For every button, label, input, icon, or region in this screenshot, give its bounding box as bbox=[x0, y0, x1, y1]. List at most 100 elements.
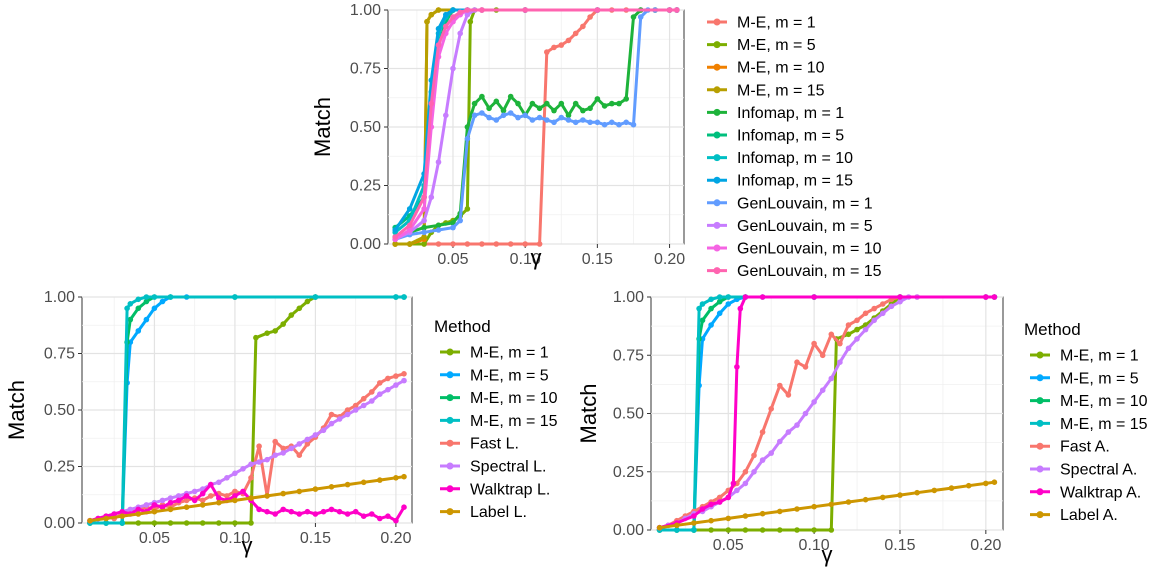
x-axis-title: γ bbox=[822, 542, 833, 567]
x-tick-label: 0.10 bbox=[510, 251, 541, 268]
data-point bbox=[393, 475, 399, 481]
legend-item: Spectral L. bbox=[440, 459, 546, 476]
data-point bbox=[272, 438, 279, 445]
data-point bbox=[500, 107, 507, 114]
data-point bbox=[272, 511, 279, 517]
data-point bbox=[493, 117, 500, 123]
y-tick-label: 1.00 bbox=[350, 2, 381, 19]
data-point bbox=[785, 392, 792, 398]
legend-item: M-E, m = 15 bbox=[1030, 416, 1148, 433]
data-point bbox=[674, 527, 680, 533]
data-point bbox=[630, 121, 637, 128]
y-tick-label: 0.50 bbox=[613, 406, 644, 423]
legend-item: M-E, m = 10 bbox=[707, 60, 825, 77]
data-point bbox=[159, 504, 166, 511]
data-point bbox=[401, 294, 407, 300]
data-point bbox=[393, 382, 399, 388]
data-point bbox=[151, 294, 158, 300]
data-point bbox=[143, 316, 150, 323]
data-point bbox=[616, 121, 622, 128]
legend-item: Infomap, m = 15 bbox=[707, 173, 853, 190]
data-point bbox=[464, 206, 471, 212]
data-point bbox=[401, 504, 407, 511]
legend-label: Walktrap A. bbox=[1060, 484, 1141, 501]
data-point bbox=[572, 119, 579, 126]
legend-label: Infomap, m = 15 bbox=[737, 173, 853, 190]
data-point bbox=[443, 23, 449, 30]
data-point bbox=[888, 303, 895, 310]
legend-key-point bbox=[713, 131, 721, 139]
data-point bbox=[377, 515, 383, 522]
data-point bbox=[802, 364, 809, 370]
data-point bbox=[135, 328, 142, 334]
data-point bbox=[151, 502, 158, 508]
data-point bbox=[965, 482, 972, 489]
data-point bbox=[385, 386, 391, 393]
legend-item: Label L. bbox=[440, 504, 527, 521]
data-point bbox=[336, 416, 343, 422]
y-tick-label: 0.75 bbox=[350, 61, 381, 78]
legend-item: Fast L. bbox=[440, 436, 519, 453]
x-tick-label: 0.15 bbox=[884, 537, 915, 554]
data-point bbox=[369, 511, 375, 517]
data-point bbox=[464, 241, 471, 247]
data-point bbox=[296, 441, 303, 447]
legend-label: GenLouvain, m = 15 bbox=[737, 263, 882, 280]
data-point bbox=[837, 340, 843, 347]
data-point bbox=[240, 488, 246, 495]
data-point bbox=[216, 495, 222, 501]
data-point bbox=[288, 508, 295, 515]
data-point bbox=[558, 42, 565, 48]
data-point bbox=[467, 18, 474, 25]
legend-item: M-E, m = 1 bbox=[707, 15, 816, 32]
data-point bbox=[580, 23, 586, 30]
y-axis-title: Match bbox=[4, 380, 29, 440]
data-point bbox=[280, 506, 287, 513]
x-tick-label: 0.20 bbox=[970, 537, 1001, 554]
data-point bbox=[871, 317, 877, 324]
data-point bbox=[777, 382, 783, 389]
legend-key-point bbox=[1036, 374, 1044, 382]
data-point bbox=[558, 100, 565, 107]
data-point bbox=[328, 484, 335, 490]
data-point bbox=[312, 486, 319, 492]
data-point bbox=[135, 305, 142, 312]
data-point bbox=[580, 117, 586, 123]
data-point bbox=[450, 7, 456, 13]
y-tick-label: 0.75 bbox=[613, 347, 644, 364]
data-point bbox=[691, 527, 697, 533]
data-point bbox=[248, 461, 254, 468]
data-point bbox=[623, 119, 629, 126]
data-point bbox=[522, 7, 528, 13]
data-point bbox=[296, 305, 303, 312]
data-point bbox=[536, 114, 543, 121]
data-point bbox=[656, 524, 663, 531]
data-point bbox=[862, 326, 869, 333]
data-point bbox=[837, 359, 843, 366]
data-point bbox=[991, 294, 998, 300]
data-point bbox=[609, 100, 615, 107]
legend-key-point bbox=[446, 394, 454, 402]
data-point bbox=[587, 14, 593, 20]
series-line bbox=[394, 8, 677, 239]
data-point bbox=[854, 336, 860, 342]
x-tick-label: 0.10 bbox=[799, 537, 830, 554]
data-point bbox=[393, 373, 399, 379]
legend-label: Infomap, m = 10 bbox=[737, 150, 853, 167]
data-point bbox=[880, 494, 886, 501]
data-point bbox=[457, 30, 464, 37]
data-point bbox=[854, 317, 860, 324]
data-point bbox=[551, 44, 557, 51]
legend-key-point bbox=[713, 199, 721, 207]
data-point bbox=[450, 65, 456, 72]
data-point bbox=[616, 100, 622, 107]
data-point bbox=[983, 294, 989, 300]
data-point bbox=[264, 330, 270, 337]
legend-item: M-E, m = 1 bbox=[440, 345, 549, 362]
data-point bbox=[565, 117, 572, 123]
legend-label: M-E, m = 10 bbox=[470, 390, 558, 407]
legend-label: M-E, m = 5 bbox=[1060, 370, 1139, 387]
data-point bbox=[296, 488, 303, 495]
data-point bbox=[708, 501, 714, 508]
